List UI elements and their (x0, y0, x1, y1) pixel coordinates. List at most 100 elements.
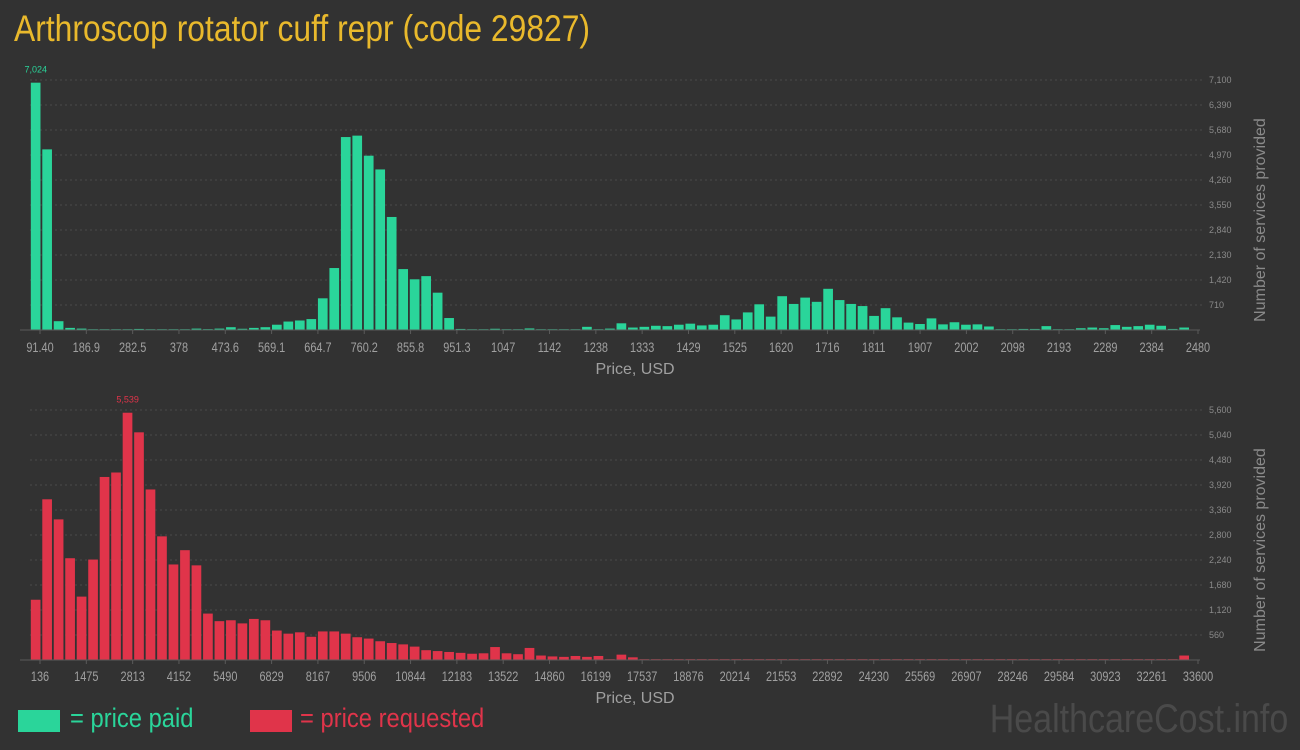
paid-bar (329, 268, 340, 330)
requested-x-tick-label: 21553 (766, 669, 796, 685)
requested-bar (249, 618, 259, 660)
paid-x-tick-label: 1907 (908, 340, 932, 356)
requested-x-tick-label: 20214 (720, 669, 750, 685)
paid-x-tick-label: 760.2 (351, 340, 378, 356)
paid-bar (249, 327, 259, 330)
requested-bar (628, 657, 638, 660)
paid-bar (398, 269, 409, 330)
paid-bar (800, 297, 810, 330)
paid-bar (53, 321, 64, 330)
paid-bar (1144, 324, 1155, 330)
requested-bar (547, 656, 558, 660)
requested-bar (260, 620, 271, 660)
requested-bar (30, 599, 41, 660)
paid-x-tick-label: 855.8 (397, 340, 424, 356)
requested-bar (88, 559, 98, 660)
paid-bar (363, 155, 374, 330)
paid-x-tick-label: 951.3 (443, 340, 470, 356)
paid-x-tick-label: 186.9 (73, 340, 100, 356)
paid-bar (1121, 326, 1132, 330)
paid-x-tick-label: 1525 (723, 340, 747, 356)
paid-y-tick-label: 4,260 (1209, 175, 1232, 185)
paid-bar (926, 318, 937, 330)
paid-x-tick-label: 2289 (1093, 340, 1117, 356)
requested-bar (386, 643, 397, 660)
paid-bar (984, 326, 994, 330)
requested-bar (180, 550, 190, 660)
paid-bar (811, 301, 822, 330)
paid-bar (846, 303, 856, 330)
paid-x-tick-label: 1333 (630, 340, 654, 356)
paid-y-tick-label: 6,390 (1209, 100, 1232, 110)
paid-x-tick-label: 282.5 (119, 340, 146, 356)
requested-bar (467, 653, 477, 660)
requested-max-label: 5,539 (116, 395, 139, 405)
paid-bar (317, 298, 328, 330)
paid-bar (524, 328, 535, 330)
requested-x-tick-label: 5490 (213, 669, 237, 685)
paid-bar (375, 169, 386, 330)
requested-x-tick-label: 30923 (1090, 669, 1120, 685)
paid-bar (340, 137, 351, 330)
paid-bar (742, 312, 753, 330)
watermark: HealthcareCost.info (989, 697, 1288, 741)
paid-bar (1156, 325, 1167, 330)
requested-x-tick-label: 17537 (627, 669, 657, 685)
paid-bar (1041, 326, 1052, 330)
paid-bar (915, 324, 925, 330)
paid-y-tick-label: 3,550 (1209, 200, 1232, 210)
paid-bar (1087, 327, 1098, 330)
requested-x-tick-label: 32261 (1137, 669, 1167, 685)
paid-bar (65, 327, 75, 330)
requested-bar (306, 636, 317, 660)
paid-bar (226, 327, 236, 330)
requested-bar (157, 536, 167, 660)
requested-bar (444, 651, 454, 660)
requested-y-tick-label: 2,240 (1209, 555, 1232, 565)
requested-bar (122, 412, 133, 660)
requested-bar (271, 630, 282, 660)
paid-bar (857, 306, 868, 330)
paid-bar (1075, 328, 1086, 330)
requested-bar (340, 633, 351, 660)
requested-bar (375, 641, 386, 660)
requested-bar (513, 654, 523, 660)
requested-y-tick-label: 4,480 (1209, 455, 1232, 465)
requested-y-tick-label: 5,600 (1209, 405, 1232, 415)
requested-bar (524, 647, 535, 660)
paid-x-tick-label: 2193 (1047, 340, 1071, 356)
requested-bar (490, 647, 500, 660)
paid-bar (628, 327, 638, 330)
requested-bar (536, 655, 546, 660)
requested-y-tick-label: 1,120 (1209, 605, 1232, 615)
paid-bar (1030, 328, 1040, 330)
paid-bar (708, 324, 719, 330)
paid-x-tick-label: 91.40 (26, 340, 53, 356)
paid-x-tick-label: 2384 (1140, 340, 1164, 356)
paid-x-tick-label: 378 (170, 340, 188, 356)
paid-y-tick-label: 2,840 (1209, 225, 1232, 235)
paid-bar (1018, 328, 1029, 330)
requested-x-tick-label: 13522 (488, 669, 518, 685)
paid-bar (1167, 328, 1178, 330)
paid-max-label: 7,024 (24, 65, 47, 75)
requested-x-tick-label: 1475 (74, 669, 98, 685)
requested-bar (145, 489, 156, 660)
paid-bar (582, 326, 592, 330)
requested-bar (134, 432, 144, 660)
paid-x-tick-label: 1142 (538, 340, 561, 356)
paid-bar (386, 216, 397, 330)
requested-bar (398, 644, 409, 660)
legend-paid-swatch (18, 710, 60, 732)
requested-y-tick-label: 3,920 (1209, 480, 1232, 490)
paid-x-tick-label: 664.7 (304, 340, 331, 356)
paid-bar (260, 327, 271, 330)
requested-x-tick-label: 24230 (859, 669, 889, 685)
requested-y-tick-label: 1,680 (1209, 580, 1232, 590)
paid-bar (1110, 325, 1121, 330)
requested-x-tick-label: 14860 (534, 669, 564, 685)
paid-y-axis-label: Number of services provided (1252, 118, 1269, 322)
requested-bar (53, 519, 64, 660)
paid-bar (421, 276, 431, 330)
